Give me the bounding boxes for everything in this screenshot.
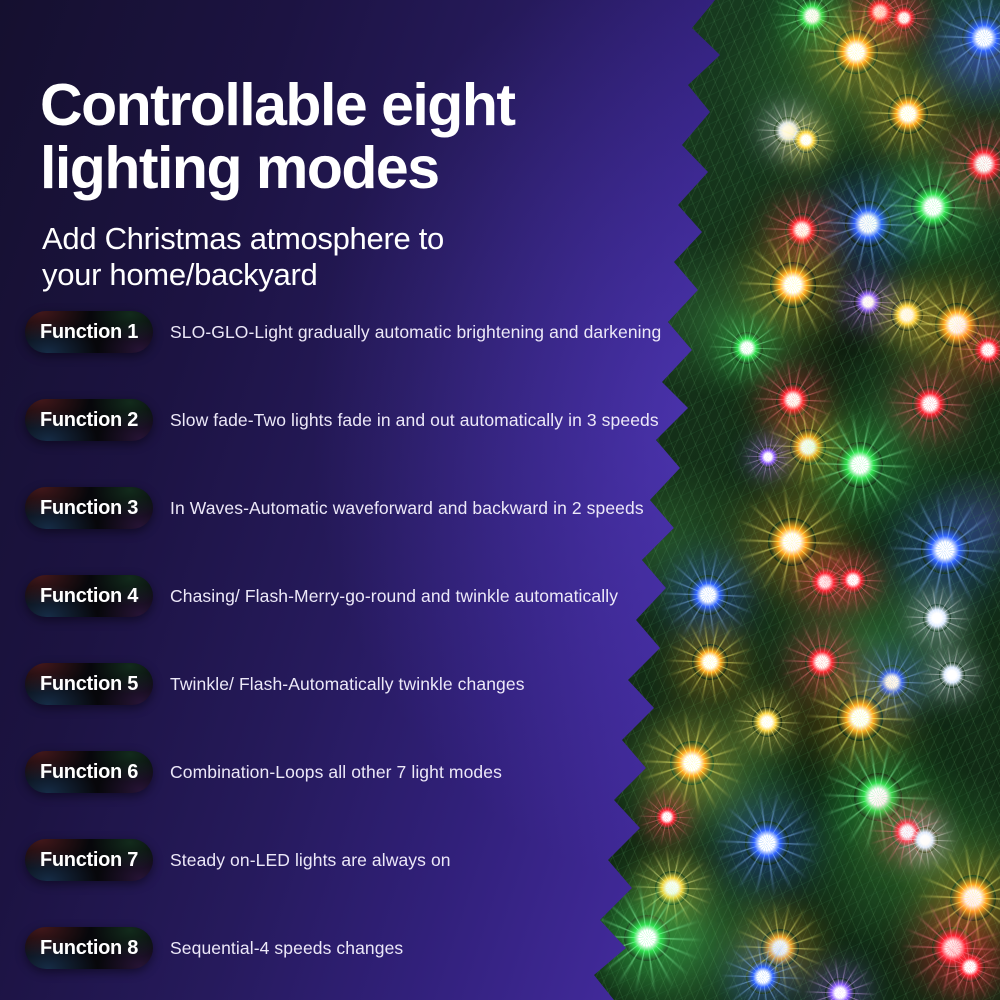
function-row: Function 5 Twinkle/ Flash-Automatically …: [25, 663, 585, 705]
white-light: [923, 604, 951, 632]
function-badge: Function 6: [25, 751, 153, 793]
blue-light: [688, 575, 728, 615]
function-row: Function 2 Slow fade-Two lights fade in …: [25, 399, 659, 441]
function-list: Function 1 SLO-GLO-Light gradually autom…: [25, 311, 661, 1000]
blue-light: [746, 960, 780, 994]
function-description: Chasing/ Flash-Merry-go-round and twinkl…: [170, 585, 619, 606]
function-row: Function 8 Sequential-4 speeds changes: [25, 927, 585, 969]
function-description: Combination-Loops all other 7 light mode…: [170, 761, 502, 782]
function-row: Function 4 Chasing/ Flash-Merry-go-round…: [25, 575, 618, 617]
page-title: Controllable eight lighting modes: [40, 71, 516, 201]
yellow-light: [793, 127, 819, 153]
function-description: Slow fade-Two lights fade in and out aut…: [170, 409, 659, 430]
function-badge: Function 5: [25, 663, 153, 705]
function-description: SLO-GLO-Light gradually automatic bright…: [170, 321, 662, 342]
violet-light: [757, 446, 779, 468]
function-badge: Function 7: [25, 839, 153, 881]
page-subtitle: Add Christmas atmosphere to your home/ba…: [42, 221, 444, 294]
function-description: In Waves-Automatic waveforward and backw…: [170, 497, 644, 518]
red-light: [839, 566, 867, 594]
gold-light: [770, 262, 816, 308]
white-light: [912, 827, 938, 853]
function-description: Twinkle/ Flash-Automatically twinkle cha…: [170, 673, 525, 694]
green-light: [731, 332, 763, 364]
gold-light: [692, 644, 728, 680]
red-light: [955, 952, 985, 982]
function-description: Steady on-LED lights are always on: [170, 849, 451, 870]
function-badge: Function 2: [25, 399, 153, 441]
red-light: [973, 335, 1000, 365]
gold-light: [837, 695, 883, 741]
gold-light: [834, 30, 878, 74]
function-row: Function 1 SLO-GLO-Light gradually autom…: [25, 311, 661, 353]
blue-light: [745, 821, 789, 865]
green-light: [624, 915, 670, 961]
function-row: Function 7 Steady on-LED lights are alwa…: [25, 839, 585, 881]
function-description: Sequential-4 speeds changes: [170, 937, 404, 958]
violet-light: [825, 978, 855, 1000]
blue-light: [962, 16, 1000, 60]
tree-string-lights: [594, 0, 1000, 1000]
green-light: [837, 442, 883, 488]
blue-light: [921, 526, 969, 574]
subtitle-line-2: your home/backyard: [42, 257, 318, 293]
red-light: [655, 805, 679, 829]
yellow-light: [752, 707, 782, 737]
subtitle-line-1: Add Christmas atmosphere to: [42, 221, 444, 256]
gold-light: [888, 94, 928, 134]
function-badge: Function 1: [25, 311, 153, 353]
red-light: [912, 386, 948, 422]
function-badge: Function 3: [25, 487, 153, 529]
function-row: Function 6 Combination-Loops all other 7…: [25, 751, 585, 793]
title-line-2: lighting modes: [40, 134, 440, 201]
function-row: Function 3 In Waves-Automatic waveforwar…: [25, 487, 644, 529]
white-light: [939, 662, 965, 688]
function-badge: Function 4: [25, 575, 153, 617]
function-badge: Function 8: [25, 927, 153, 969]
gold-light: [670, 741, 714, 785]
title-line-1: Controllable eight: [40, 71, 516, 138]
green-light: [911, 185, 955, 229]
